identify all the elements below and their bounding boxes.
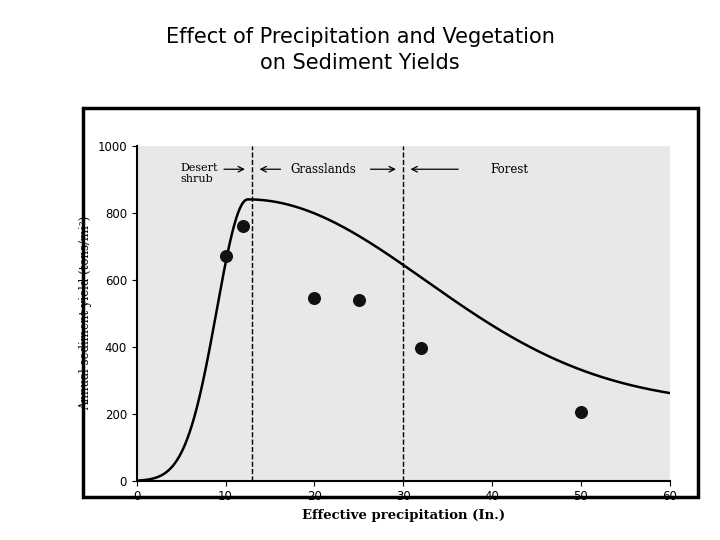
- Y-axis label: Annual sediment yield (tons/mi²): Annual sediment yield (tons/mi²): [79, 216, 92, 410]
- Text: Forest: Forest: [491, 163, 528, 176]
- Point: [220, 252, 231, 261]
- Text: Desert
shrub: Desert shrub: [180, 163, 217, 184]
- Point: [309, 294, 320, 302]
- Point: [353, 295, 364, 304]
- Text: Effect of Precipitation and Vegetation
on Sediment Yields: Effect of Precipitation and Vegetation o…: [166, 27, 554, 73]
- Text: Grasslands: Grasslands: [290, 163, 356, 176]
- Point: [238, 222, 249, 231]
- Point: [575, 408, 587, 416]
- X-axis label: Effective precipitation (In.): Effective precipitation (In.): [302, 509, 505, 522]
- Point: [415, 344, 427, 353]
